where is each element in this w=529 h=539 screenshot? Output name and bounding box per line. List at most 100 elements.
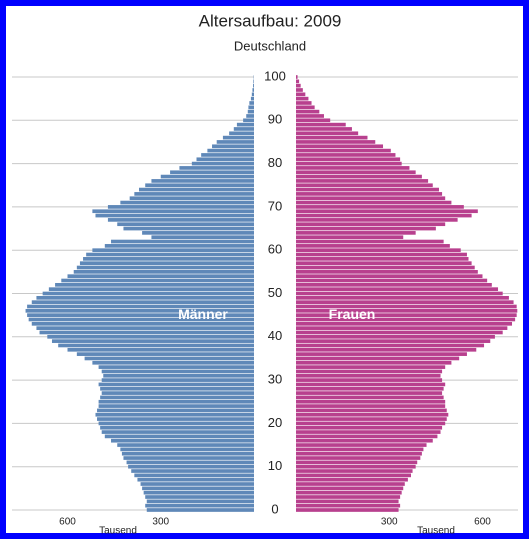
x-tick-label: 600 — [474, 517, 491, 528]
bar — [67, 347, 254, 352]
bar — [84, 356, 254, 361]
bar — [58, 343, 254, 348]
y-tick-label: 80 — [268, 155, 282, 170]
bar — [296, 196, 446, 201]
bar — [296, 365, 446, 369]
bar — [27, 313, 254, 317]
bar — [296, 369, 443, 374]
bar — [296, 213, 472, 218]
bar — [100, 386, 254, 391]
y-tick-label: 0 — [271, 501, 278, 516]
bar — [296, 92, 306, 97]
bar — [107, 205, 255, 209]
bar — [145, 495, 254, 499]
bar — [296, 378, 443, 382]
bar — [296, 304, 517, 309]
bar — [296, 399, 446, 404]
bar — [296, 373, 441, 378]
y-tick-label: 100 — [264, 68, 286, 83]
bar — [142, 486, 254, 491]
bar — [179, 166, 254, 170]
bar — [145, 183, 254, 188]
bar — [296, 187, 439, 192]
bar — [296, 451, 422, 456]
bar — [296, 308, 518, 313]
bar — [296, 438, 433, 443]
x-tick-label: 300 — [381, 517, 398, 528]
bar — [28, 317, 254, 322]
bar — [61, 278, 254, 283]
bar — [296, 356, 460, 361]
bar — [142, 231, 254, 235]
bar — [39, 330, 254, 335]
bar — [296, 192, 443, 196]
bar — [207, 148, 254, 153]
bar — [296, 321, 513, 326]
bar — [296, 200, 452, 205]
bar — [296, 300, 514, 305]
bar — [296, 430, 441, 434]
bar — [296, 261, 472, 266]
bar — [79, 261, 254, 266]
bar — [296, 421, 446, 426]
bar — [92, 360, 254, 365]
bar — [296, 118, 331, 123]
bar — [296, 434, 438, 439]
bar — [296, 75, 298, 79]
bar — [296, 317, 516, 322]
bar — [296, 404, 446, 408]
bar — [296, 486, 404, 491]
bar — [296, 473, 411, 478]
bar — [73, 270, 254, 274]
bar — [296, 464, 416, 469]
bar — [111, 239, 254, 244]
bar — [196, 157, 254, 162]
bar — [216, 140, 254, 144]
bar — [233, 127, 254, 131]
bar — [296, 291, 503, 296]
bar — [296, 330, 503, 335]
bar — [296, 326, 508, 330]
x-axis-label: Tausend — [417, 526, 455, 537]
bar — [95, 213, 255, 218]
bar — [36, 326, 254, 330]
bar — [296, 425, 443, 430]
bar — [31, 300, 255, 305]
bar — [296, 347, 477, 352]
bar — [143, 490, 254, 495]
x-tick-label: 600 — [59, 517, 76, 528]
bar — [47, 334, 255, 339]
bar — [296, 343, 485, 348]
series-label: Frauen — [329, 306, 376, 322]
bar — [296, 83, 301, 88]
bar — [48, 287, 254, 292]
bar — [151, 179, 254, 183]
bar — [146, 499, 254, 504]
bar — [296, 244, 450, 248]
bar — [251, 92, 254, 97]
bar — [296, 287, 499, 292]
bar — [296, 469, 413, 473]
x-axis-label: Tausend — [99, 526, 137, 537]
bar — [139, 187, 254, 192]
bar — [296, 135, 368, 140]
bar — [296, 282, 492, 287]
bar — [296, 295, 509, 300]
x-tick-label: 300 — [152, 517, 169, 528]
bar — [296, 412, 449, 417]
bar — [296, 79, 300, 84]
bar — [101, 430, 255, 434]
bar — [103, 373, 254, 378]
bar — [296, 477, 408, 482]
bar — [296, 495, 401, 499]
bar — [120, 447, 254, 452]
bar — [296, 235, 404, 240]
bar — [98, 365, 254, 369]
bar — [111, 438, 254, 443]
bar — [296, 382, 446, 387]
bar — [104, 244, 254, 248]
bar — [246, 114, 254, 118]
bar — [296, 140, 376, 144]
y-tick-label: 60 — [268, 242, 282, 257]
